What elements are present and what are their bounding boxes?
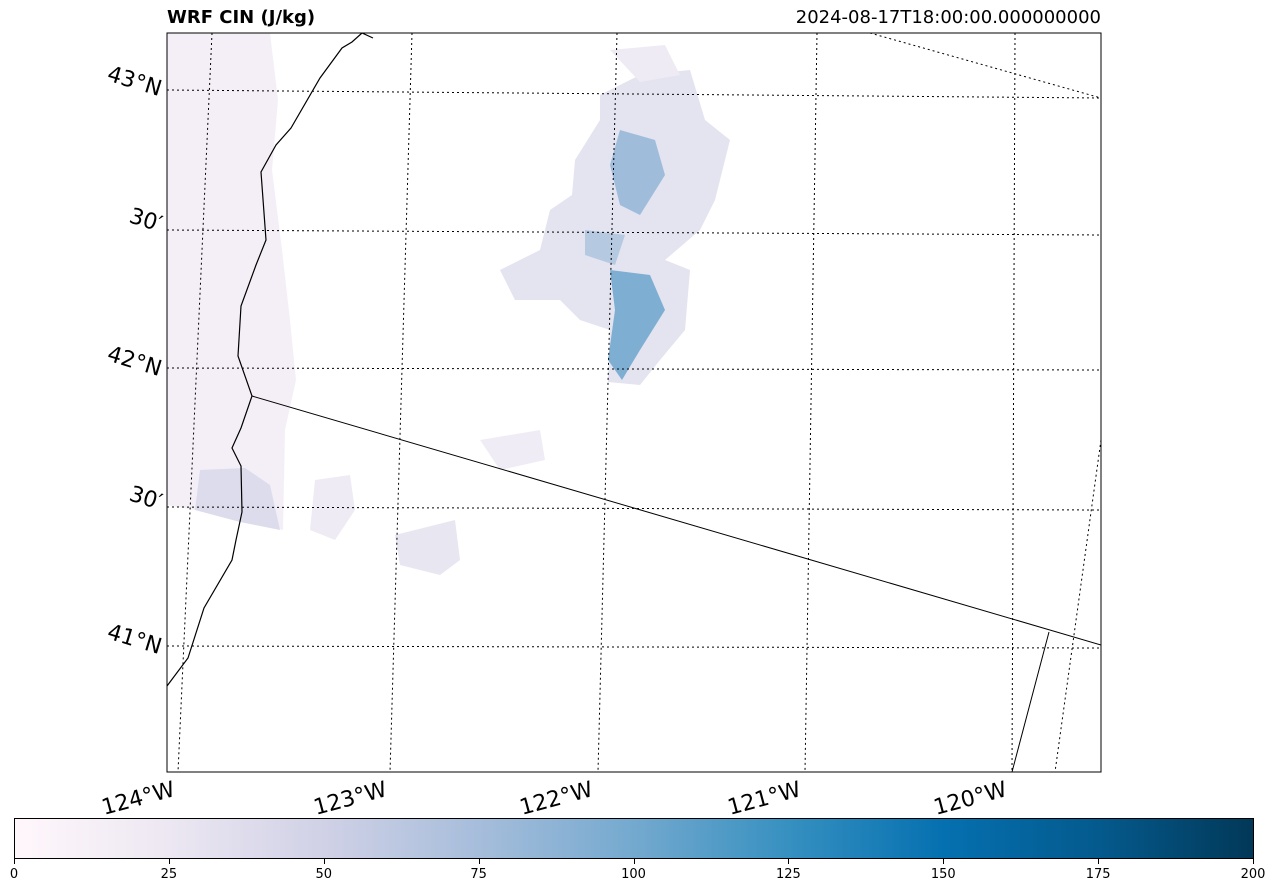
colorbar-tick [788,859,790,864]
state-border [251,395,1101,772]
colorbar-ticks: 0 25 50 75 100 125 150 175 200 [10,859,1265,889]
cin-field-cluster-north [500,70,730,385]
cin-field-core-3 [585,230,625,265]
coastline [167,33,374,687]
colorbar-tick-label: 50 [315,867,333,882]
colorbar-tick [14,859,15,864]
meridian-line [1011,33,1016,772]
lon-label: 124°W [99,777,178,821]
colorbar-tick-label: 125 [775,867,801,882]
colorbar-gradient [15,819,1253,858]
parallel-line [167,89,1101,99]
cin-field-south-patch-2 [395,520,460,575]
colorbar-tick [1098,859,1100,864]
lon-label: 120°W [931,777,1010,821]
colorbar-tick-label: 0 [9,867,19,882]
parallel-line [167,229,1101,236]
colorbar-tick [633,859,635,864]
colorbar-tick-label: 25 [160,867,178,882]
cin-field-coastal [167,33,296,530]
colorbar-tick-label: 75 [470,867,487,882]
colorbar-tick-label: 100 [621,867,646,882]
meridian-line [804,33,818,772]
cin-field-top-patch [610,45,680,82]
colorbar-tick-label: 150 [930,867,956,882]
colorbar-tick-label: 175 [1085,867,1111,882]
colorbar-tick [478,859,480,864]
lat-label: 30′ [126,482,165,516]
parallel-line [869,33,1101,99]
map-frame [166,32,1102,773]
lon-label: 122°W [517,777,596,821]
colorbar-tick [1253,859,1254,864]
map-title: WRF CIN (J/kg) [167,7,316,28]
meridian-line [1054,439,1101,772]
cin-field-core-1 [610,130,665,215]
colorbar [14,818,1254,859]
cin-field-core-2 [608,270,665,380]
meridian-line [177,33,213,772]
parallel-line [167,645,1101,649]
lat-label: 42°N [104,342,164,382]
parallel-line [167,506,1101,511]
lat-label: 43°N [104,62,164,102]
cin-field-coastal-south [195,468,280,530]
cin-field-south-patch-3 [480,430,545,470]
colorbar-tick [943,859,945,864]
valid-time: 2024-08-17T18:00:00.000000000 [795,7,1101,28]
lat-label: 30′ [126,204,165,238]
graticule [167,33,1101,772]
parallel-line [167,367,1101,371]
meridian-line [389,33,413,772]
lat-label: 41°N [104,620,164,660]
meridian-line [597,33,618,772]
lon-label: 123°W [311,777,390,821]
lon-label: 121°W [725,777,804,821]
colorbar-tick-label: 200 [1240,867,1266,882]
colorbar-tick [168,859,170,864]
colorbar-tick [323,859,325,864]
